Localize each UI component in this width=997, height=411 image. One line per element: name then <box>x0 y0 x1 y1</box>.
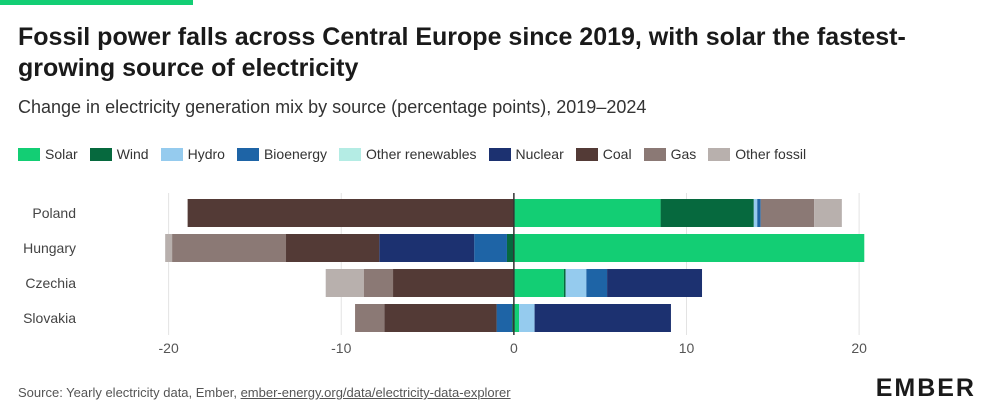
bar-segment-czechia-solar <box>513 269 564 297</box>
source-note: Source: Yearly electricity data, Ember, … <box>18 385 511 400</box>
chart-subtitle: Change in electricity generation mix by … <box>18 97 647 117</box>
bar-segment-poland-hydro <box>753 199 758 227</box>
legend-swatch <box>236 147 259 161</box>
legend-swatch <box>89 147 112 161</box>
legend-item-nuclear: Nuclear <box>488 146 564 162</box>
bar-segment-czechia-gas <box>363 269 394 297</box>
bar-segment-slovakia-coal <box>384 304 497 332</box>
bar-segment-hungary-nuclear <box>379 234 475 262</box>
legend-swatch <box>708 147 731 161</box>
brand-accent-bar <box>0 0 193 5</box>
bar-segment-slovakia-bioenergy <box>496 304 513 332</box>
legend-item-wind: Wind <box>89 146 149 162</box>
bar-segment-czechia-nuclear <box>607 269 703 297</box>
legend-item-gas: Gas <box>643 146 697 162</box>
legend-item-solar: Solar <box>18 146 78 162</box>
category-label: Hungary <box>23 240 76 256</box>
legend-swatch <box>575 147 598 161</box>
bar-segment-poland-other-fossil <box>814 199 842 227</box>
bar-segment-slovakia-wind <box>512 304 514 332</box>
bar-segment-czechia-coal <box>393 269 514 297</box>
legend-item-other-renewables: Other renewables <box>339 146 477 162</box>
x-tick-label: 10 <box>679 340 695 356</box>
legend-label: Gas <box>670 146 697 162</box>
bar-segment-poland-bioenergy <box>757 199 761 227</box>
bar-segment-poland-solar <box>513 199 661 227</box>
source-text: Source: Yearly electricity data, Ember, <box>18 385 241 400</box>
chart-title: Fossil power falls across Central Europe… <box>18 23 906 82</box>
legend-label: Hydro <box>187 146 225 162</box>
legend-item-other-fossil: Other fossil <box>708 146 806 162</box>
bar-segment-czechia-wind <box>563 269 566 297</box>
legend-swatch <box>18 147 40 161</box>
legend-label: Other renewables <box>366 146 477 162</box>
bar-segment-slovakia-solar <box>513 304 520 332</box>
legend-swatch <box>160 147 183 161</box>
legend-swatch <box>488 147 511 161</box>
bar-segment-hungary-gas <box>172 234 287 262</box>
category-label: Czechia <box>25 275 76 291</box>
legend-label: Bioenergy <box>263 146 327 162</box>
x-tick-label: 0 <box>510 340 518 356</box>
diverging-bar-chart: Poland Hungary Czechia Slovakia -20 -10 0 10 20 <box>23 193 867 356</box>
bar-segment-hungary-coal <box>286 234 380 262</box>
ember-logo: EMBER <box>875 374 976 402</box>
x-tick-label: -20 <box>159 340 179 356</box>
category-label: Slovakia <box>23 310 76 326</box>
legend-label: Nuclear <box>515 146 564 162</box>
bar-segment-slovakia-hydro <box>519 304 535 332</box>
legend-label: Coal <box>602 146 632 162</box>
legend-label: Wind <box>116 146 149 162</box>
bar-segment-hungary-wind <box>506 234 514 262</box>
bar-segment-hungary-bioenergy <box>474 234 507 262</box>
legend-swatch <box>643 147 666 161</box>
bar-segment-poland-coal <box>187 199 514 227</box>
chart-legend: Solar Wind Hydro Bioenergy Other renewables N… <box>18 146 818 162</box>
bar-segment-czechia-bioenergy <box>586 269 608 297</box>
x-tick-label: -10 <box>331 340 351 356</box>
bar-segment-czechia-other-fossil <box>325 269 364 297</box>
bar-segment-slovakia-gas <box>355 304 385 332</box>
bar-segment-poland-gas <box>760 199 815 227</box>
legend-swatch <box>339 147 361 161</box>
legend-item-hydro: Hydro <box>160 146 225 162</box>
bar-segment-slovakia-nuclear <box>534 304 671 332</box>
category-label: Poland <box>32 205 76 221</box>
legend-item-coal: Coal <box>575 146 632 162</box>
bar-segment-czechia-hydro <box>565 269 587 297</box>
legend-label: Solar <box>45 146 78 162</box>
bar-segment-poland-wind <box>660 199 754 227</box>
x-tick-label: 20 <box>851 340 867 356</box>
bar-segment-hungary-solar <box>513 234 865 262</box>
legend-label: Other fossil <box>735 146 807 162</box>
source-link[interactable]: ember-energy.org/data/electricity-data-e… <box>240 385 511 400</box>
legend-item-bioenergy: Bioenergy <box>236 146 327 162</box>
bar-segment-hungary-other-fossil <box>165 234 173 262</box>
